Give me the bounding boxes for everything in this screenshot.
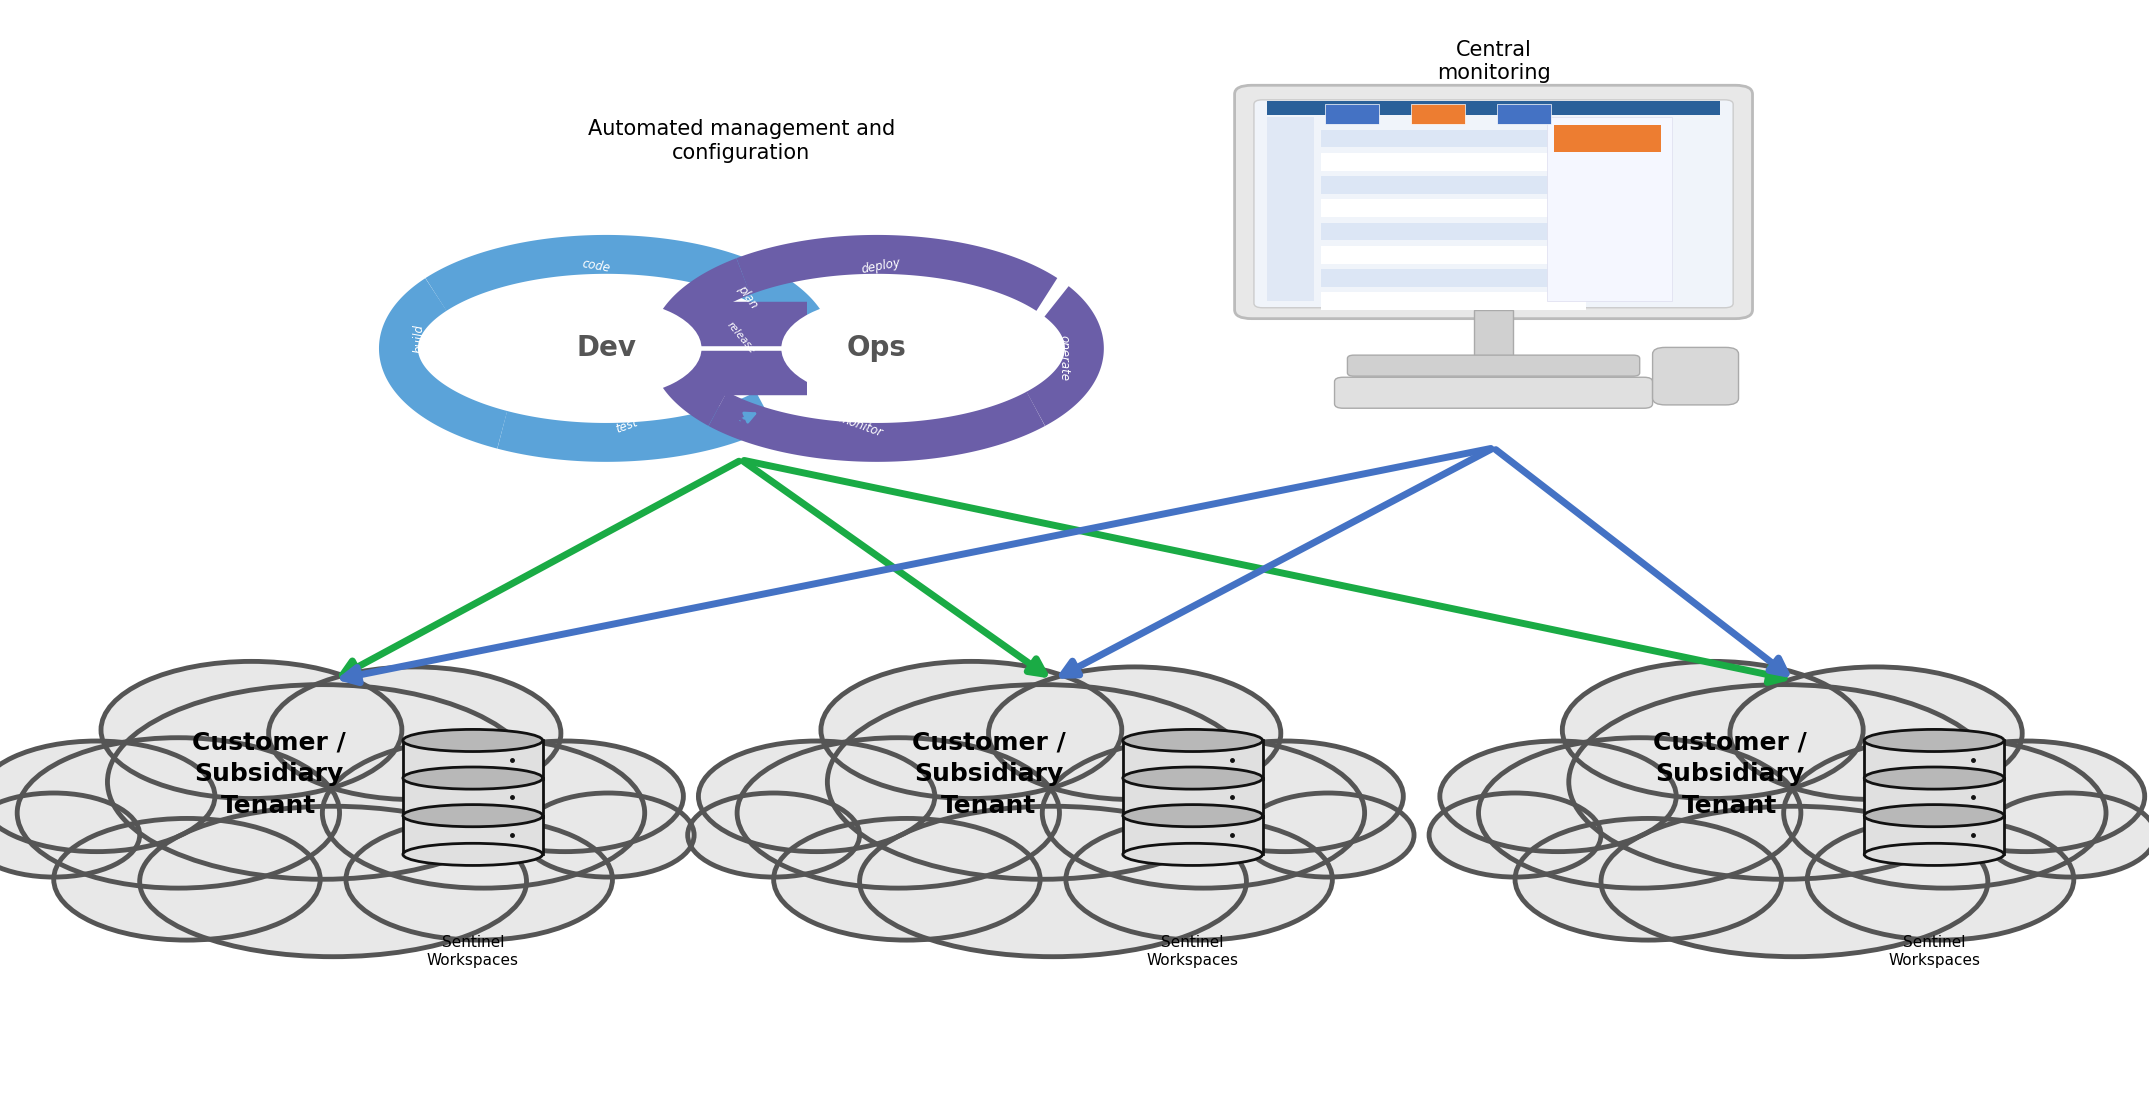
Bar (1319, 246, 1586, 263)
Ellipse shape (17, 738, 340, 888)
Bar (1319, 176, 1586, 194)
Text: test: test (615, 416, 640, 436)
FancyBboxPatch shape (1234, 85, 1751, 319)
Ellipse shape (1122, 844, 1264, 866)
Ellipse shape (1865, 768, 2005, 790)
Text: deploy: deploy (860, 255, 903, 275)
Bar (404, 779, 542, 816)
Bar (1865, 741, 2003, 779)
Text: code: code (580, 257, 610, 274)
Text: Automated management and
configuration: Automated management and configuration (589, 119, 894, 163)
Ellipse shape (1569, 685, 1999, 879)
Ellipse shape (1429, 793, 1601, 877)
Text: release: release (726, 320, 756, 355)
Ellipse shape (698, 741, 935, 852)
Text: Customer /
Subsidiary
Tenant: Customer / Subsidiary Tenant (1653, 731, 1807, 817)
Ellipse shape (1122, 805, 1264, 827)
Ellipse shape (989, 667, 1281, 800)
Ellipse shape (1562, 661, 1863, 799)
Ellipse shape (1865, 805, 2005, 827)
Ellipse shape (1122, 768, 1264, 790)
Text: Dev: Dev (576, 334, 636, 363)
Bar (1496, 104, 1549, 124)
Ellipse shape (322, 738, 645, 888)
Ellipse shape (1440, 741, 1676, 852)
Bar (1122, 816, 1264, 854)
Bar (1319, 153, 1586, 170)
Text: monitor: monitor (836, 411, 883, 439)
Ellipse shape (860, 806, 1246, 957)
Bar (1324, 104, 1380, 124)
Ellipse shape (737, 738, 1059, 888)
Text: plan: plan (735, 282, 761, 311)
Ellipse shape (522, 793, 694, 877)
Ellipse shape (1730, 667, 2022, 800)
Ellipse shape (0, 793, 140, 877)
Ellipse shape (404, 730, 544, 752)
Ellipse shape (1908, 741, 2145, 852)
Text: Ops: Ops (847, 334, 907, 363)
Ellipse shape (0, 741, 215, 852)
Ellipse shape (447, 741, 683, 852)
FancyBboxPatch shape (1335, 377, 1653, 408)
Bar (1474, 310, 1513, 359)
Ellipse shape (774, 818, 1040, 940)
Ellipse shape (1242, 793, 1414, 877)
Bar (1865, 816, 2003, 854)
Text: Sentinel
Workspaces: Sentinel Workspaces (1148, 935, 1238, 968)
Bar (404, 741, 542, 779)
Circle shape (511, 300, 701, 397)
Text: Customer /
Subsidiary
Tenant: Customer / Subsidiary Tenant (911, 731, 1066, 817)
Ellipse shape (1984, 793, 2149, 877)
Ellipse shape (1122, 730, 1264, 752)
Ellipse shape (688, 793, 860, 877)
Ellipse shape (1515, 818, 1782, 940)
Bar (1319, 222, 1586, 240)
Ellipse shape (1601, 806, 1988, 957)
Ellipse shape (101, 661, 402, 799)
Text: Sentinel
Workspaces: Sentinel Workspaces (428, 935, 518, 968)
Text: operate: operate (1057, 335, 1070, 380)
Bar (1122, 779, 1264, 816)
Ellipse shape (1865, 730, 2005, 752)
Bar (1268, 101, 1719, 115)
Bar (1547, 117, 1672, 301)
Text: Central
monitoring: Central monitoring (1438, 40, 1549, 83)
Text: Sentinel
Workspaces: Sentinel Workspaces (1889, 935, 1979, 968)
Ellipse shape (140, 806, 527, 957)
Bar (1122, 741, 1264, 779)
Bar (1319, 199, 1586, 217)
Ellipse shape (404, 768, 544, 790)
Bar (1554, 125, 1661, 153)
Bar (404, 816, 542, 854)
Text: Customer /
Subsidiary
Tenant: Customer / Subsidiary Tenant (191, 731, 346, 817)
Ellipse shape (1042, 738, 1365, 888)
Ellipse shape (404, 805, 544, 827)
Ellipse shape (1066, 818, 1332, 940)
FancyBboxPatch shape (1347, 355, 1640, 376)
Text: build: build (413, 324, 426, 354)
Bar (1319, 129, 1586, 147)
Circle shape (782, 300, 971, 397)
Ellipse shape (404, 844, 544, 866)
Ellipse shape (269, 667, 561, 800)
FancyBboxPatch shape (1255, 100, 1732, 307)
Ellipse shape (107, 685, 537, 879)
Bar (1319, 292, 1586, 310)
Ellipse shape (346, 818, 612, 940)
Ellipse shape (1807, 818, 2074, 940)
Ellipse shape (1865, 844, 2005, 866)
Ellipse shape (1479, 738, 1801, 888)
Bar (1865, 779, 2003, 816)
Ellipse shape (1167, 741, 1403, 852)
Ellipse shape (821, 661, 1122, 799)
Ellipse shape (54, 818, 320, 940)
Bar (1268, 117, 1315, 301)
Ellipse shape (1784, 738, 2106, 888)
Ellipse shape (827, 685, 1257, 879)
Bar (1410, 104, 1466, 124)
Bar (1319, 269, 1586, 286)
FancyBboxPatch shape (1653, 347, 1739, 405)
